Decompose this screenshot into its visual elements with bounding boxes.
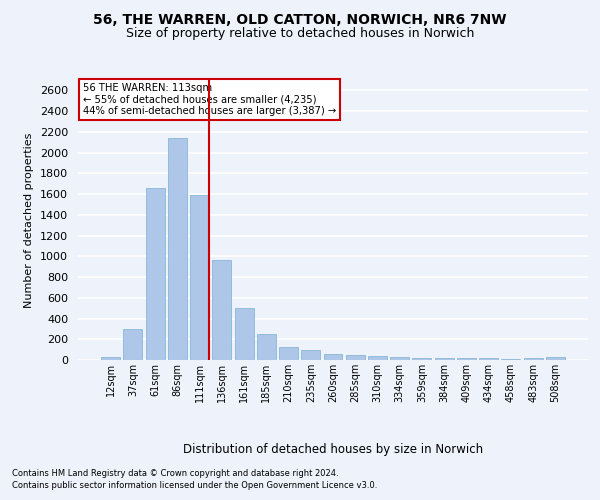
Text: 56 THE WARREN: 113sqm
← 55% of detached houses are smaller (4,235)
44% of semi-d: 56 THE WARREN: 113sqm ← 55% of detached … xyxy=(83,83,337,116)
Bar xyxy=(101,358,120,360)
Y-axis label: Number of detached properties: Number of detached properties xyxy=(25,132,34,308)
Bar xyxy=(368,356,387,360)
Bar xyxy=(146,188,164,360)
Bar xyxy=(412,358,431,360)
Text: Size of property relative to detached houses in Norwich: Size of property relative to detached ho… xyxy=(126,28,474,40)
Bar xyxy=(279,347,298,360)
Bar xyxy=(257,334,276,360)
Text: Contains public sector information licensed under the Open Government Licence v3: Contains public sector information licen… xyxy=(12,481,377,490)
Text: 56, THE WARREN, OLD CATTON, NORWICH, NR6 7NW: 56, THE WARREN, OLD CATTON, NORWICH, NR6… xyxy=(93,12,507,26)
Bar xyxy=(190,195,209,360)
Bar xyxy=(168,138,187,360)
Bar xyxy=(301,350,320,360)
Text: Contains HM Land Registry data © Crown copyright and database right 2024.: Contains HM Land Registry data © Crown c… xyxy=(12,468,338,477)
Text: Distribution of detached houses by size in Norwich: Distribution of detached houses by size … xyxy=(183,442,483,456)
Bar xyxy=(323,354,343,360)
Bar xyxy=(124,329,142,360)
Bar xyxy=(524,358,542,360)
Bar xyxy=(457,358,476,360)
Bar xyxy=(390,357,409,360)
Bar xyxy=(546,358,565,360)
Bar xyxy=(346,355,365,360)
Bar xyxy=(479,358,498,360)
Bar xyxy=(212,260,231,360)
Bar xyxy=(435,358,454,360)
Bar xyxy=(235,308,254,360)
